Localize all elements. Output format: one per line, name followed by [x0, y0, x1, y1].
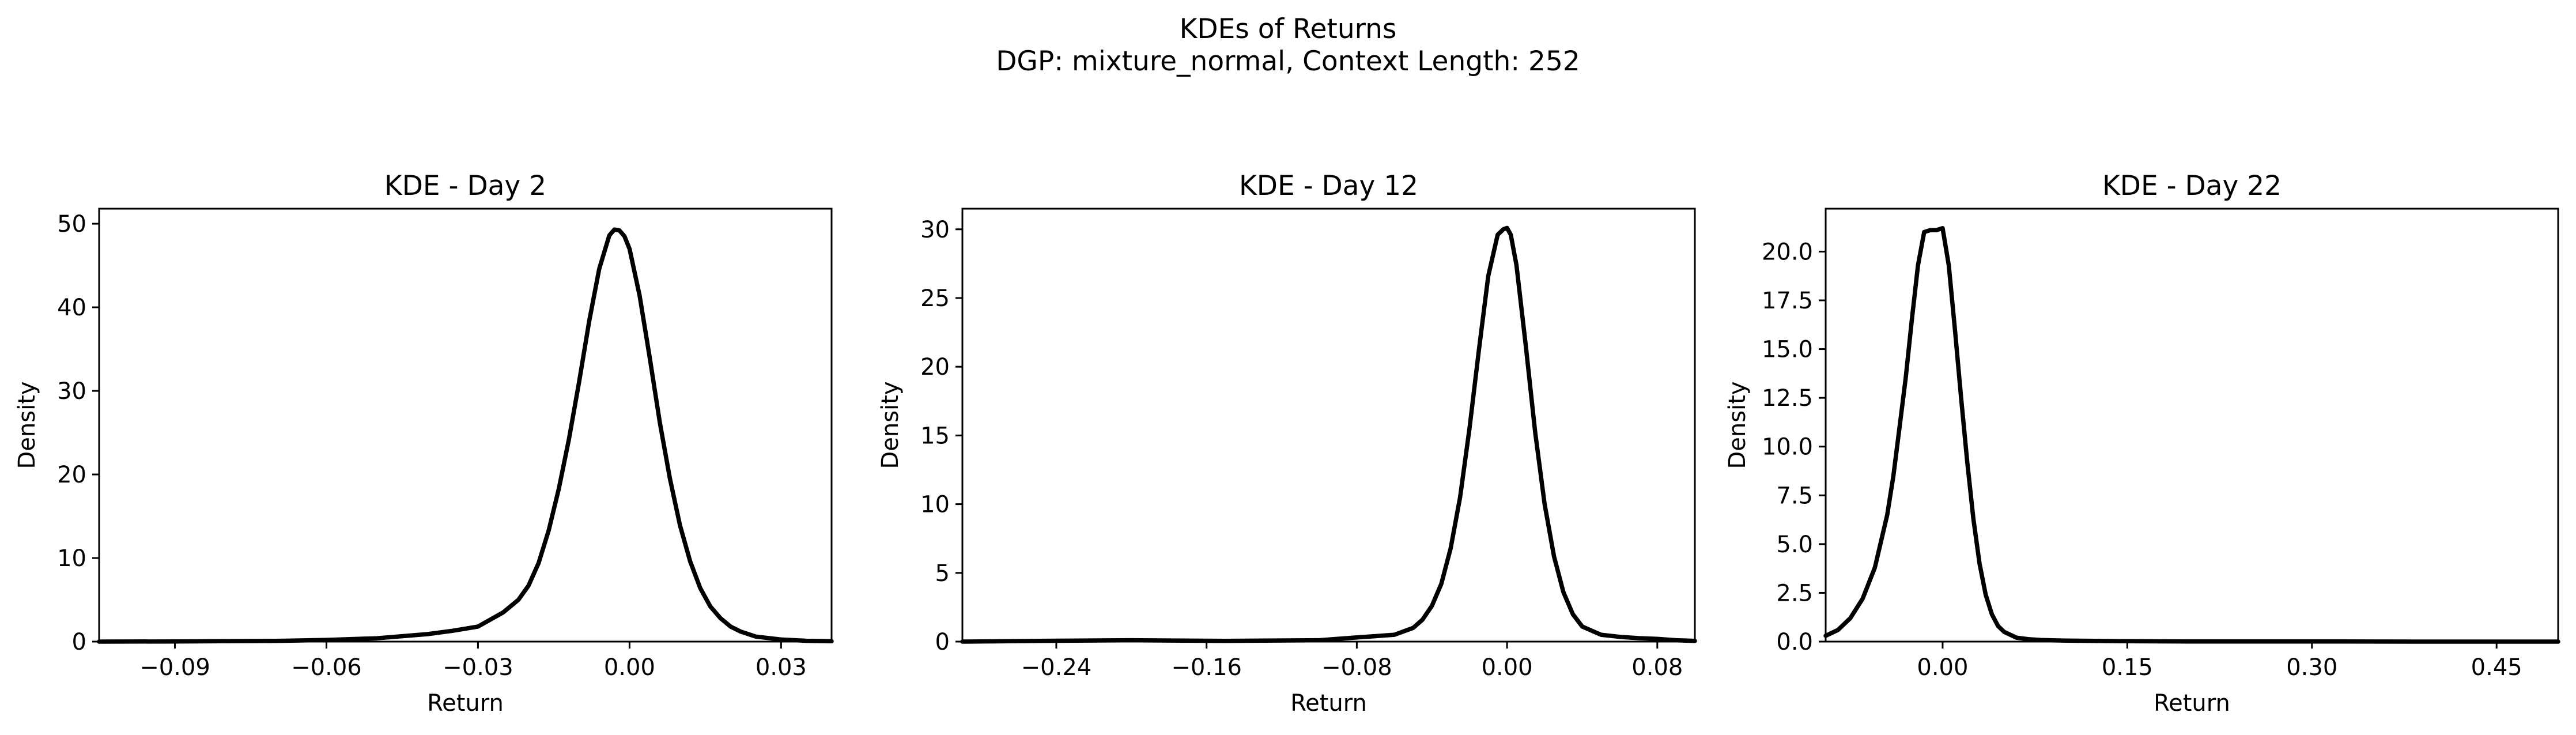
x-axis-label: Return — [1290, 690, 1367, 717]
x-tick-label: 0.00 — [1482, 654, 1533, 681]
y-tick-label: 20 — [57, 462, 86, 488]
figure-title: KDEs of Returns — [1180, 13, 1397, 45]
y-tick-label: 17.5 — [1762, 288, 1813, 314]
y-axis-label: Density — [14, 381, 40, 469]
y-tick-label: 0 — [72, 629, 86, 655]
axes-title: KDE - Day 2 — [384, 170, 546, 202]
y-tick-label: 20 — [920, 354, 950, 380]
kde-curve — [960, 225, 1697, 644]
axes-title: KDE - Day 12 — [1239, 170, 1418, 202]
x-tick-label: 0.15 — [2102, 654, 2153, 681]
y-tick-label: 0.0 — [1776, 629, 1813, 655]
y-axis-label: Density — [1724, 381, 1751, 469]
y-tick-label: 40 — [57, 295, 86, 321]
figure-subtitle: DGP: mixture_normal, Context Length: 252 — [996, 46, 1580, 77]
y-tick-label: 15 — [920, 423, 950, 449]
x-axis-label: Return — [2154, 690, 2230, 717]
x-tick-label: 0.30 — [2286, 654, 2337, 681]
x-tick-label: −0.16 — [1171, 654, 1242, 681]
x-tick-label: −0.24 — [1021, 654, 1092, 681]
y-tick-label: 10 — [920, 492, 950, 518]
x-tick-label: −0.09 — [139, 654, 210, 681]
axes-frame — [961, 208, 1696, 643]
kde-panel-day-22: 0.00 0.15 0.30 0.45 0.0 2.5 5.0 7.5 10.0 12.5 15.0… — [1724, 170, 2560, 717]
x-tick-label: −0.08 — [1321, 654, 1392, 681]
x-tick-label: 0.03 — [756, 654, 807, 681]
y-tick-label: 50 — [57, 211, 86, 238]
y-axis-label: Density — [877, 381, 904, 469]
kde-panel-day-12: −0.24 −0.16 −0.08 0.00 0.08 0 5 10 15 20 25 30 KDE -… — [877, 170, 1697, 717]
x-tick-label: −0.03 — [443, 654, 513, 681]
kde-curve — [97, 227, 834, 644]
y-tick-label: 30 — [57, 378, 86, 405]
x-tick-label: 0.45 — [2471, 654, 2522, 681]
y-tick-label: 15.0 — [1762, 337, 1813, 363]
y-tick-label: 7.5 — [1776, 483, 1813, 509]
y-tick-label: 5.0 — [1776, 532, 1813, 558]
y-tick-label: 12.5 — [1762, 385, 1813, 412]
y-tick-label: 25 — [920, 285, 950, 312]
y-tick-label: 20.0 — [1762, 239, 1813, 265]
x-tick-label: 0.00 — [604, 654, 655, 681]
y-tick-label: 10 — [57, 545, 86, 572]
x-tick-label: 0.08 — [1631, 654, 1683, 681]
y-tick-label: 2.5 — [1776, 580, 1813, 606]
kde-curve — [1823, 226, 2560, 644]
y-tick-label: 10.0 — [1762, 434, 1813, 461]
x-tick-label: 0.00 — [1917, 654, 1968, 681]
y-tick-label: 5 — [935, 560, 950, 587]
x-axis-label: Return — [427, 690, 504, 717]
axes-title: KDE - Day 22 — [2102, 170, 2282, 202]
axes-frame — [98, 208, 833, 643]
kde-panel-day-2: −0.09 −0.06 −0.03 0.00 0.03 0 10 20 30 40 50 KDE - … — [14, 170, 834, 717]
axes-frame — [1825, 208, 2559, 643]
y-tick-label: 0 — [935, 629, 950, 655]
y-tick-label: 30 — [920, 217, 950, 243]
x-tick-label: −0.06 — [291, 654, 362, 681]
